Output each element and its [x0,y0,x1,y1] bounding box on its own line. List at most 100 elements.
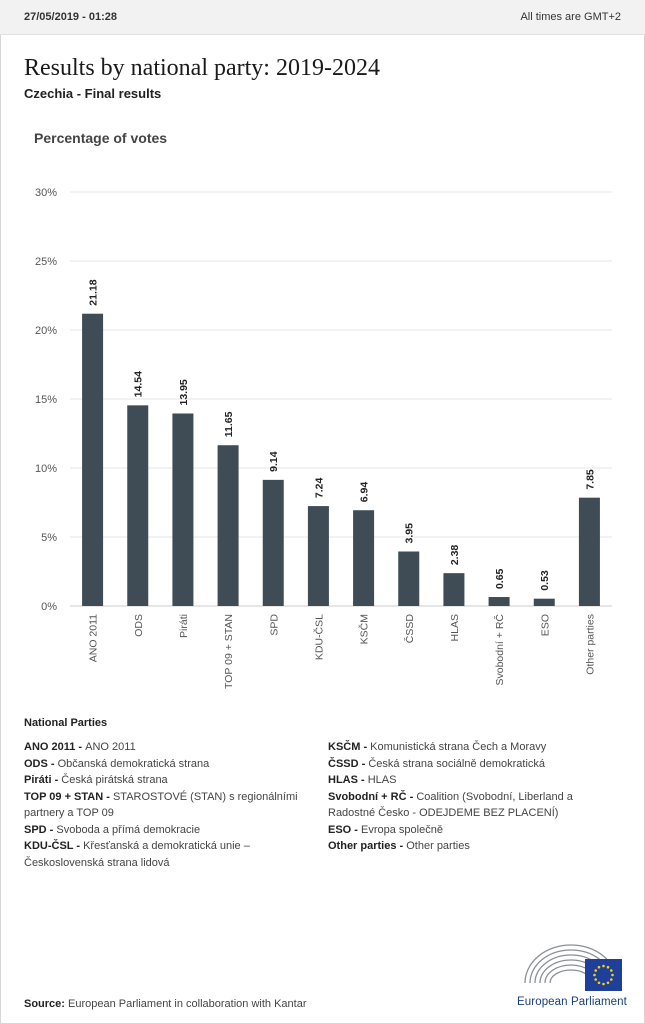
x-tick-label: ANO 2011 [88,614,100,662]
legend-item: Piráti - Česká pirátská strana [24,772,304,789]
legend-name: STAROSTOVÉ (STAN) s regionálními partner… [24,790,298,820]
x-tick-label: KDU-ČSL [312,614,325,660]
y-tick-labels: 0% 5% 10% 15% 20% 25% 30% [35,187,57,613]
y-tick-label: 25% [35,256,57,268]
legend-name: Komunistická strana Čech a Moravy [370,741,547,753]
legend-item: Other parties - Other parties [328,838,618,855]
x-tick-label: TOP 09 + STAN [223,614,235,689]
flag-star [606,981,610,985]
y-tick-label: 15% [35,394,57,406]
legend-abbr: ČSSD - [328,757,369,770]
legend-abbr: ESO - [328,823,362,836]
legend-item: KDU-ČSL - Křesťanská a demokratická unie… [24,838,304,871]
legend-name: ANO 2011 [85,741,136,753]
legend-abbr: HLAS - [328,774,368,786]
data-label: 0.53 [539,570,551,591]
legend-item: HLAS - HLAS [328,772,618,789]
legend-abbr: ANO 2011 - [24,741,86,753]
legend-name: Evropa společně [361,823,443,836]
flag-star [597,965,601,969]
flag-star [606,965,610,969]
bar[interactable] [578,497,600,606]
flag-star [602,982,605,986]
flag-star [594,978,598,981]
source-text: European Parliament in collaboration wit… [64,998,307,1010]
bar[interactable] [443,573,465,606]
legend-abbr: Piráti - [24,774,62,786]
x-tick-label: HLAS [449,614,461,641]
bar[interactable] [82,313,104,606]
top-bar: 27/05/2019 - 01:28 All times are GMT+2 [0,0,645,35]
grid-lines [70,191,612,607]
x-tick-label: Svobodní + RČ [493,614,506,686]
data-label: 14.54 [133,371,145,397]
bar[interactable] [533,598,555,606]
data-label: 2.38 [449,545,461,566]
y-tick-label: 30% [35,187,57,199]
source-note: Source: European Parliament in collabora… [24,998,307,1010]
x-tick-label: SPD [268,614,280,636]
flag-star [593,973,596,977]
legend-name: Česká strana sociálně demokratická [368,757,546,770]
flag-star [609,969,613,972]
bar[interactable] [398,551,420,606]
legend-abbr: Svobodní + RČ - [328,790,417,803]
legend-item: KSČM - Komunistická strana Čech a Moravy [328,739,618,756]
x-tick-label: KSČM [358,614,371,644]
flag-star [594,969,598,972]
bar[interactable] [217,445,239,606]
legend-name: Coalition (Svobodní, Liberland a Radostn… [328,790,573,820]
legend-item: ESO - Evropa společně [328,822,618,839]
flag-star [597,981,601,985]
flag-star [609,978,613,981]
flag-star [611,973,614,977]
legend-column-right: KSČM - Komunistická strana Čech a Moravy… [328,739,618,855]
y-tick-label: 5% [41,532,57,544]
legend-name: Česká pirátská strana [61,774,168,786]
legend-name: Other parties [406,840,470,852]
legend-title: National Parties [24,717,108,729]
legend-abbr: KSČM - [328,741,371,753]
x-tick-labels: ANO 2011 ODS Piráti TOP 09 + STAN SPD KDU-ČSL… [88,614,597,689]
legend-item: TOP 09 + STAN - STAROSTOVÉ (STAN) s regi… [24,789,304,822]
logo-text: European Parliament [517,996,627,1008]
bars [82,313,600,606]
legend-item: Svobodní + RČ - Coalition (Svobodní, Lib… [328,789,618,822]
legend-name: Občanská demokratická strana [57,757,210,770]
legend-abbr: SPD - [24,823,57,836]
data-label: 13.95 [178,379,190,405]
flag-star [602,964,605,968]
data-label: 7.24 [313,477,325,498]
legend-abbr: KDU-ČSL - [24,840,84,852]
data-label: 9.14 [268,451,280,472]
bar[interactable] [353,510,375,606]
bar[interactable] [488,597,510,606]
y-tick-label: 20% [35,325,57,337]
data-label: 6.94 [359,482,371,503]
legend-column-left: ANO 2011 - ANO 2011 ODS - Občanská demokr… [24,739,304,871]
page-subtitle: Czechia - Final results [24,86,162,101]
x-tick-label: Other parties [584,614,596,675]
x-tick-label: Piráti [178,614,190,638]
data-label: 7.85 [584,469,596,490]
x-tick-label: ODS [133,614,145,637]
legend-abbr: TOP 09 + STAN - [24,790,113,803]
legend-item: SPD - Svoboda a přímá demokracie [24,822,304,839]
european-parliament-logo-icon [524,944,622,991]
source-label: Source: [24,998,65,1010]
legend-item: ČSSD - Česká strana sociálně demokratick… [328,756,618,773]
legend-name: HLAS [367,774,397,786]
timestamp: 27/05/2019 - 01:28 [24,11,117,23]
bar[interactable] [262,479,284,606]
data-label: 0.65 [494,568,506,589]
x-tick-label: ESO [539,614,551,636]
legend-item: ODS - Občanská demokratická strana [24,756,304,773]
data-label: 3.95 [404,523,416,544]
bar[interactable] [127,405,149,606]
bar[interactable] [172,413,194,606]
legend-name: Křesťanská a demokratická unie – Českosl… [24,840,250,869]
legend-abbr: Other parties - [328,840,407,852]
data-label: 11.65 [223,411,235,437]
legend-item: ANO 2011 - ANO 2011 [24,739,304,756]
bar[interactable] [307,506,329,606]
